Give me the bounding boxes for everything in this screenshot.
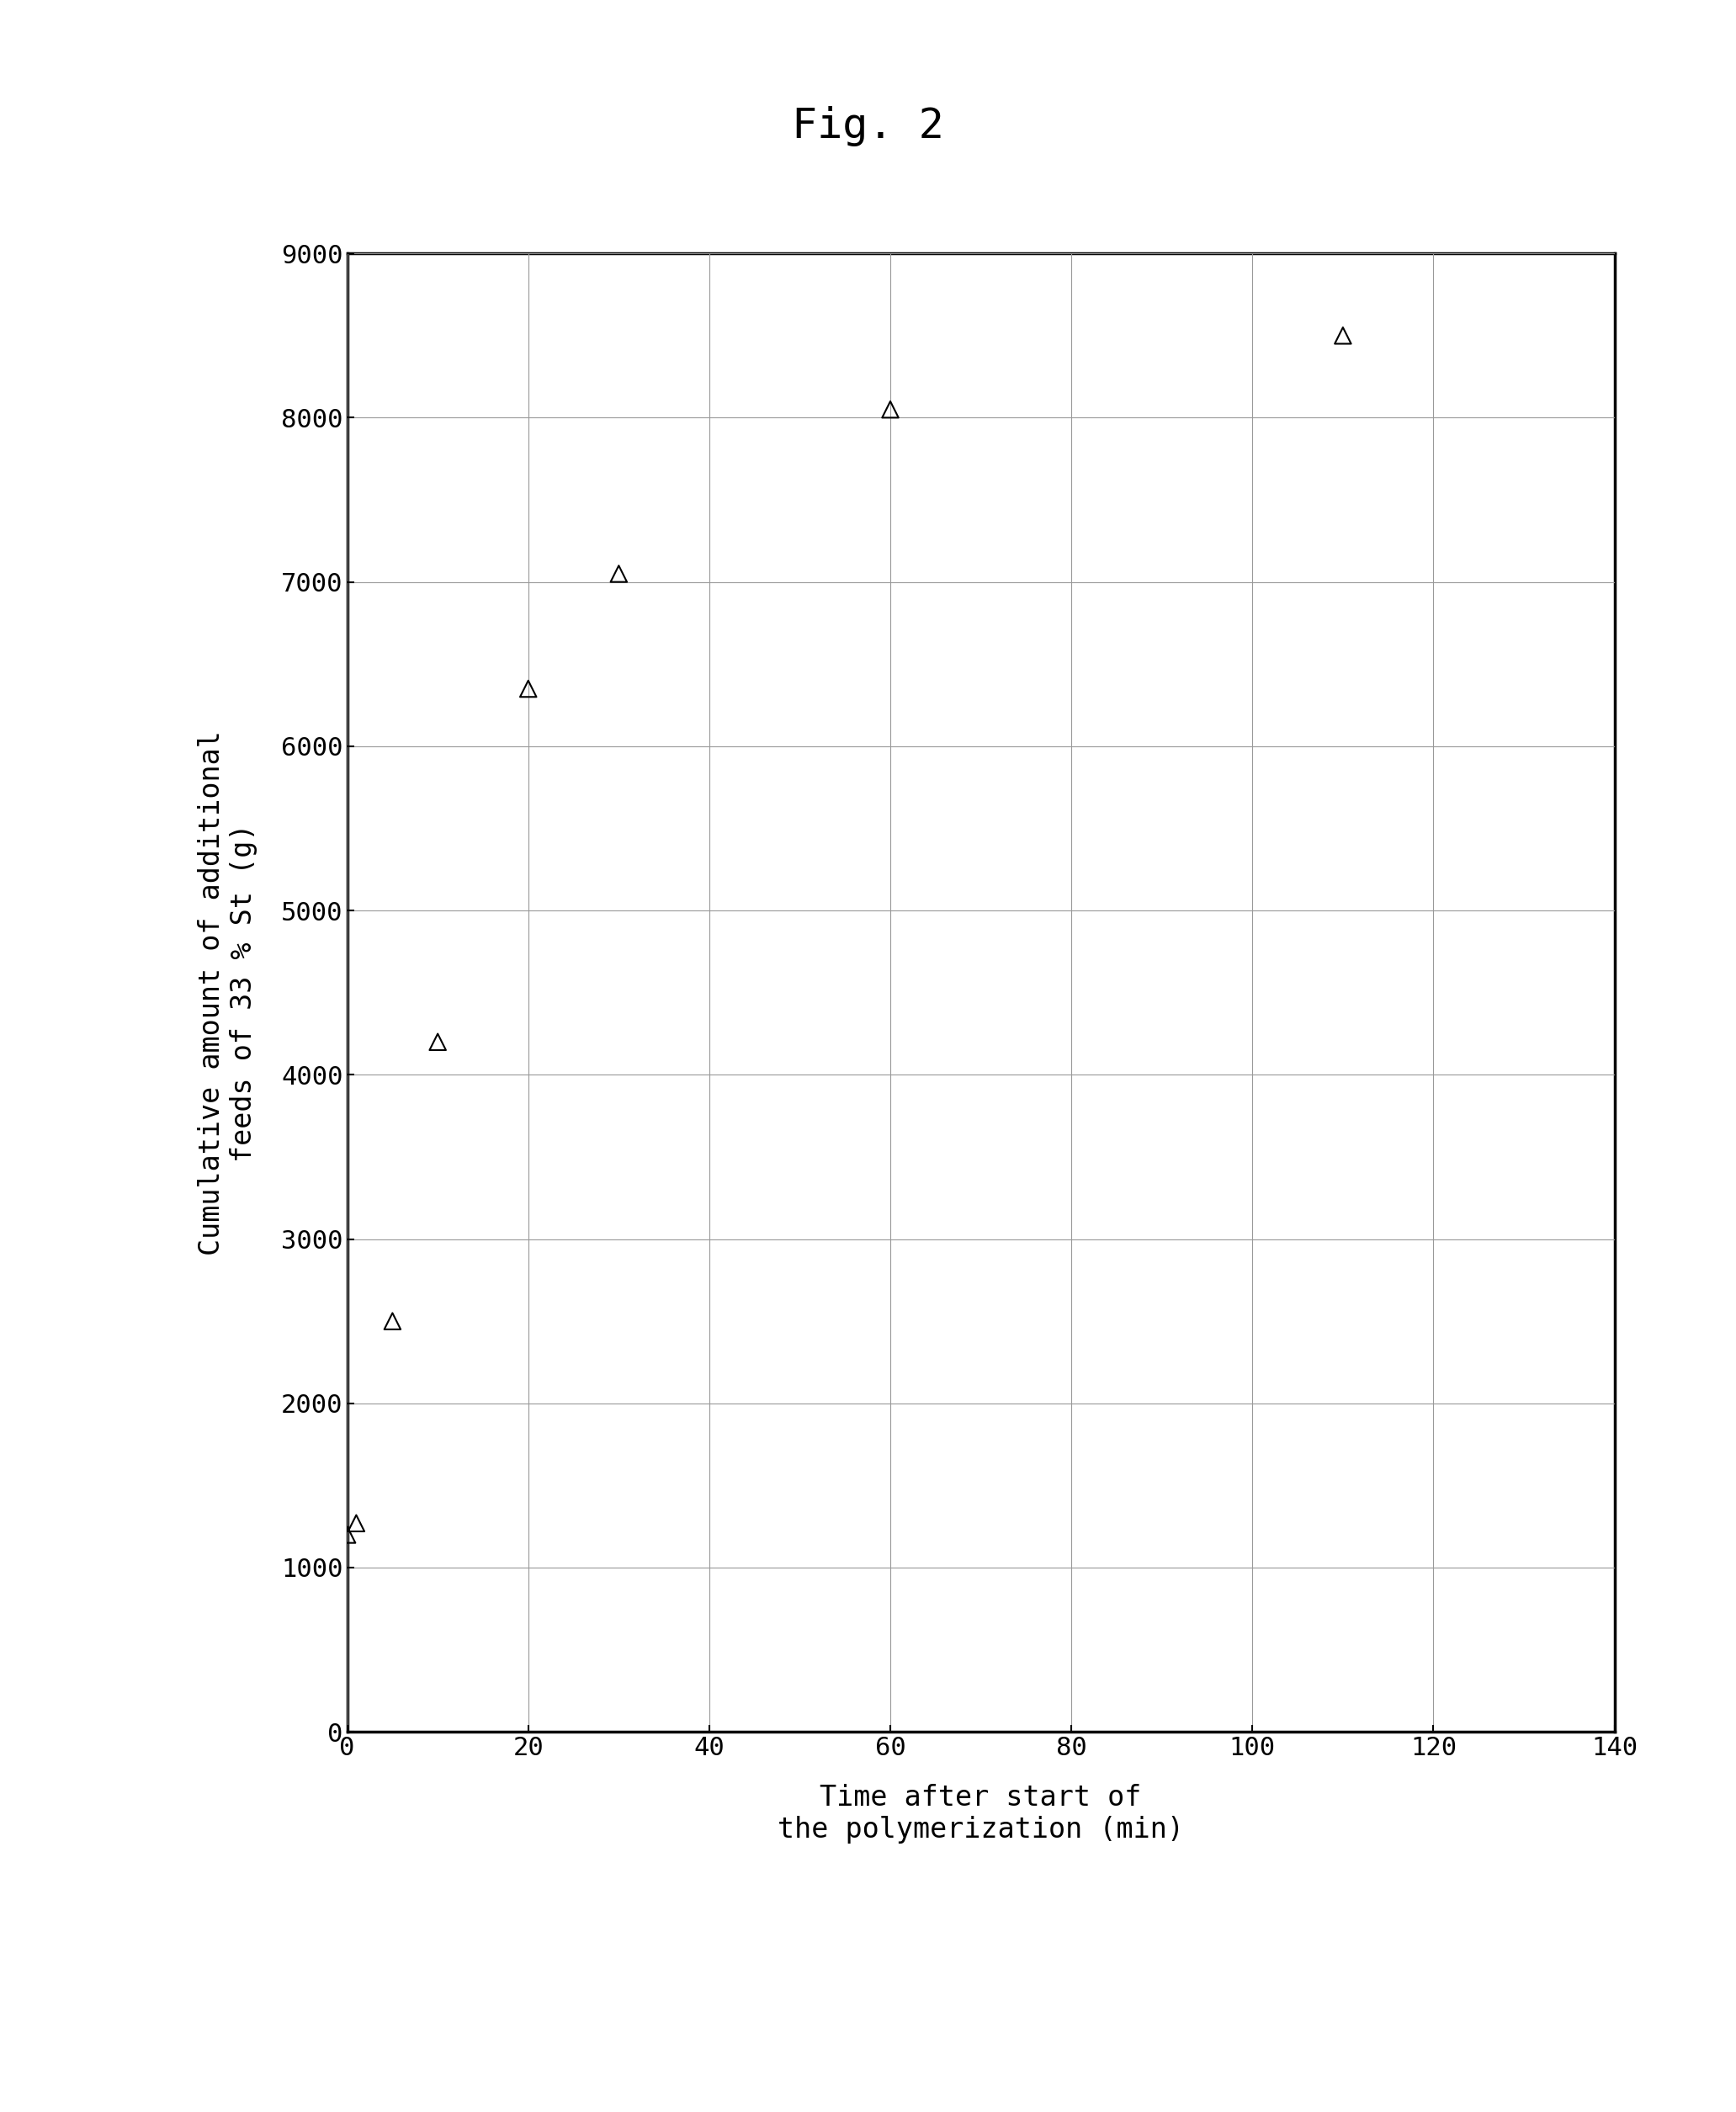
Point [514,672,542,705]
Point [604,558,632,591]
Point [877,393,904,427]
Y-axis label: Cumulative amount of additional
feeds of 33 % St (g): Cumulative amount of additional feeds of… [198,731,259,1255]
X-axis label: Time after start of
the polymerization (min): Time after start of the polymerization (… [778,1785,1184,1844]
Point [333,1519,361,1552]
Point [378,1305,406,1339]
Point [342,1506,370,1540]
Text: Fig. 2: Fig. 2 [792,106,944,146]
Point [424,1024,451,1058]
Point [1330,319,1358,353]
